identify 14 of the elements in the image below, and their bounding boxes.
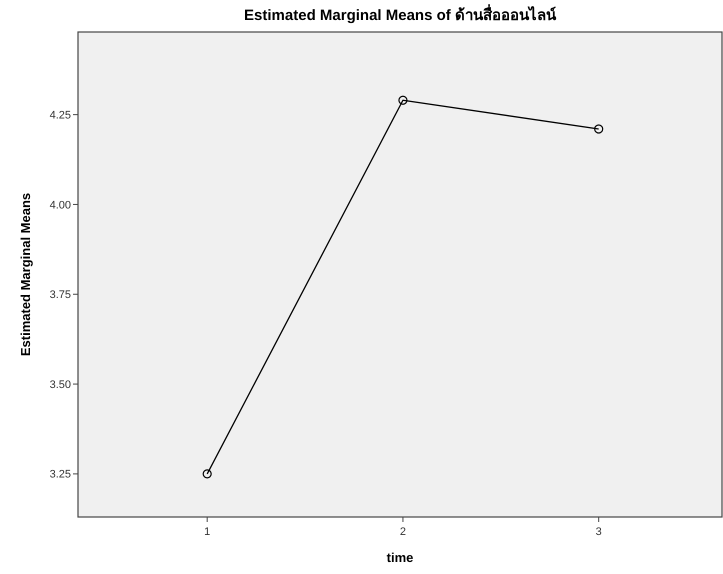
x-axis-title: time (386, 550, 414, 565)
x-tick-label: 3 (596, 526, 602, 538)
y-tick-label: 3.50 (50, 378, 71, 391)
y-tick-label: 4.25 (50, 109, 71, 122)
point (594, 124, 604, 134)
x-tick-label: 1 (204, 526, 210, 538)
y-tick-label: 3.75 (50, 289, 71, 302)
y-tick-label: 4.00 (50, 199, 71, 212)
point (202, 469, 212, 478)
y-axis-title: Estimated Marginal Means (18, 192, 33, 356)
point (398, 96, 408, 105)
chart-title: Estimated Marginal Means of ด้านสื่อออนไลน์ (244, 4, 557, 24)
x-tick-label: 2 (400, 526, 406, 538)
y-tick-label: 3.25 (50, 468, 71, 481)
